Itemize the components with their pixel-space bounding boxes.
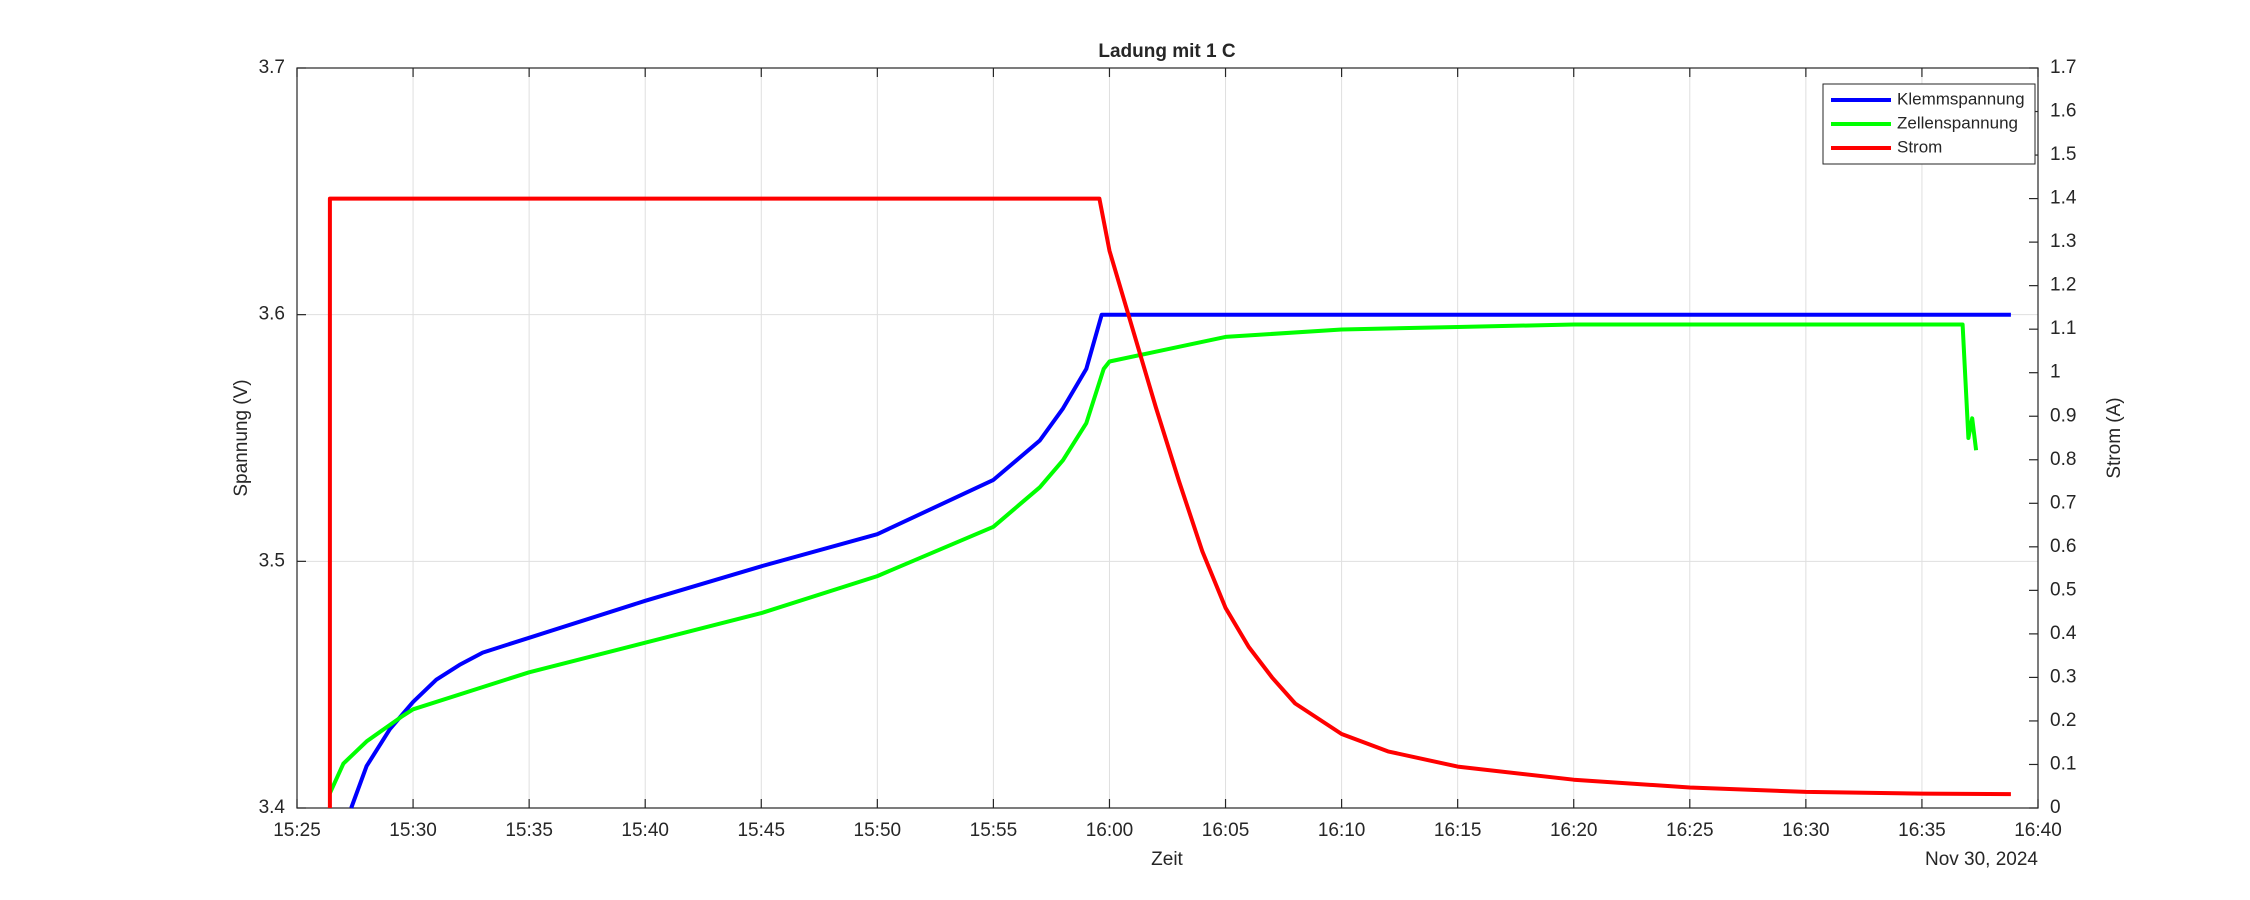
line-series bbox=[328, 322, 1979, 795]
line-series bbox=[349, 312, 2011, 809]
y2-tick-label: 1.4 bbox=[2050, 188, 2077, 209]
y2-tick-label: 1 bbox=[2050, 362, 2061, 383]
x-tick-label: 15:30 bbox=[389, 820, 437, 841]
legend: Klemmspannung Zellenspannung Strom bbox=[1822, 83, 2036, 165]
y2-tick-label: 1.6 bbox=[2050, 101, 2076, 122]
y-axis-label: Spannung (V) bbox=[231, 379, 252, 496]
y-tick-label: 3.4 bbox=[259, 797, 286, 818]
x-tick-label: 15:55 bbox=[970, 820, 1018, 841]
x-axis-label: Zeit bbox=[1151, 849, 1183, 870]
x-tick-label: 15:40 bbox=[621, 820, 669, 841]
axes-box bbox=[296, 67, 2039, 809]
y2-tick-label: 1.5 bbox=[2050, 144, 2076, 165]
x-tick-label: 16:35 bbox=[1898, 820, 1946, 841]
y2-tick-label: 0.6 bbox=[2050, 536, 2076, 557]
y2-tick-label: 1.1 bbox=[2050, 318, 2076, 339]
x-tick-label: 16:20 bbox=[1550, 820, 1598, 841]
x-tick-label: 15:25 bbox=[273, 820, 321, 841]
x-tick-label: 15:50 bbox=[854, 820, 902, 841]
x-tick-label: 15:45 bbox=[737, 820, 785, 841]
legend-label: Zellenspannung bbox=[1897, 113, 2018, 132]
chart-title: Ladung mit 1 C bbox=[1098, 41, 1236, 62]
y2-tick-label: 0 bbox=[2050, 797, 2061, 818]
x-tick-label: 16:30 bbox=[1782, 820, 1830, 841]
line-series bbox=[327, 196, 2011, 808]
date-label: Nov 30, 2024 bbox=[1925, 849, 2038, 870]
y-tick-label: 3.5 bbox=[259, 550, 285, 571]
y-tick-label: 3.6 bbox=[259, 304, 285, 325]
y2-tick-label: 0.9 bbox=[2050, 405, 2076, 426]
y2-tick-label: 0.2 bbox=[2050, 710, 2076, 731]
y2-tick-label: 1.2 bbox=[2050, 275, 2076, 296]
legend-label: Strom bbox=[1897, 137, 1942, 156]
x-tick-label: 16:25 bbox=[1666, 820, 1714, 841]
y2-axis-label: Strom (A) bbox=[2104, 397, 2125, 478]
y2-tick-label: 1.7 bbox=[2050, 57, 2076, 78]
x-tick-label: 15:35 bbox=[505, 820, 553, 841]
y2-tick-label: 0.8 bbox=[2050, 449, 2076, 470]
x-tick-label: 16:15 bbox=[1434, 820, 1482, 841]
y2-tick-label: 0.3 bbox=[2050, 666, 2076, 687]
y2-tick-label: 0.7 bbox=[2050, 492, 2076, 513]
y-tick-label: 3.7 bbox=[259, 57, 285, 78]
x-tick-label: 16:10 bbox=[1318, 820, 1366, 841]
x-tick-label: 16:40 bbox=[2014, 820, 2062, 841]
y2-tick-label: 0.5 bbox=[2050, 579, 2076, 600]
y2-tick-label: 0.1 bbox=[2050, 753, 2076, 774]
y2-tick-label: 0.4 bbox=[2050, 623, 2077, 644]
x-tick-label: 16:00 bbox=[1086, 820, 1134, 841]
y2-tick-label: 1.3 bbox=[2050, 231, 2076, 252]
x-tick-label: 16:05 bbox=[1202, 820, 1250, 841]
legend-label: Klemmspannung bbox=[1897, 89, 2025, 108]
